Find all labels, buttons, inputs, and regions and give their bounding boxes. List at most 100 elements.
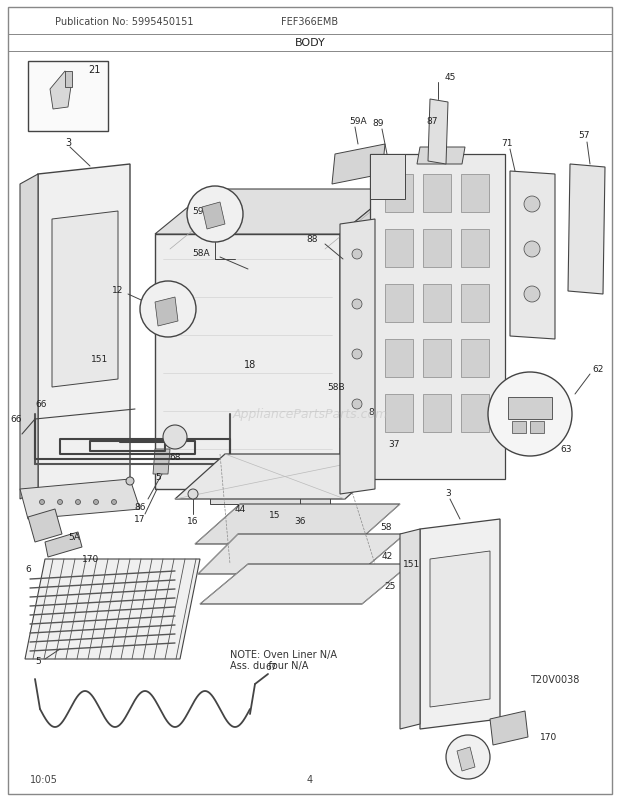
- Text: 58A: 58A: [192, 248, 210, 257]
- Text: 86: 86: [135, 503, 146, 512]
- Polygon shape: [430, 551, 490, 707]
- Text: 58B: 58B: [327, 383, 345, 392]
- Bar: [461, 395, 489, 432]
- Bar: [461, 229, 489, 268]
- Text: 37: 37: [388, 440, 399, 449]
- Circle shape: [140, 282, 196, 338]
- Circle shape: [352, 350, 362, 359]
- Text: 63: 63: [560, 445, 572, 454]
- Polygon shape: [45, 533, 82, 557]
- Text: AppliancePartsParts.com: AppliancePartsParts.com: [232, 408, 388, 421]
- Circle shape: [188, 489, 198, 500]
- Text: 16: 16: [187, 516, 199, 526]
- Circle shape: [76, 500, 81, 505]
- Polygon shape: [25, 559, 200, 659]
- Text: 1: 1: [510, 390, 516, 399]
- Bar: [508, 398, 552, 419]
- Text: 170: 170: [540, 732, 557, 742]
- Text: 6: 6: [25, 565, 31, 573]
- Polygon shape: [370, 155, 505, 480]
- Polygon shape: [202, 203, 225, 229]
- Polygon shape: [38, 164, 130, 500]
- Circle shape: [94, 500, 99, 505]
- Circle shape: [112, 500, 117, 505]
- Text: 5: 5: [155, 473, 161, 482]
- Bar: [512, 422, 526, 433]
- Polygon shape: [332, 145, 385, 184]
- Text: Publication No: 5995450151: Publication No: 5995450151: [55, 17, 193, 27]
- Circle shape: [524, 241, 540, 257]
- Circle shape: [352, 300, 362, 310]
- Bar: [461, 175, 489, 213]
- Text: 42: 42: [382, 552, 393, 561]
- Polygon shape: [420, 520, 500, 729]
- Polygon shape: [210, 190, 395, 444]
- Text: 36: 36: [294, 516, 306, 526]
- Polygon shape: [568, 164, 605, 294]
- Text: NOTE: Oven Liner N/A: NOTE: Oven Liner N/A: [230, 649, 337, 659]
- Circle shape: [524, 286, 540, 302]
- Bar: [423, 175, 451, 213]
- Polygon shape: [155, 235, 340, 489]
- Bar: [423, 285, 451, 322]
- Text: 3: 3: [65, 138, 71, 148]
- Circle shape: [352, 249, 362, 260]
- Polygon shape: [457, 747, 475, 771]
- Bar: [385, 285, 413, 322]
- Polygon shape: [340, 220, 375, 494]
- Polygon shape: [198, 534, 405, 574]
- Text: 15: 15: [269, 511, 281, 520]
- Polygon shape: [155, 190, 395, 235]
- Polygon shape: [210, 489, 330, 504]
- Polygon shape: [52, 212, 118, 387]
- Bar: [370, 155, 405, 200]
- Text: 5A: 5A: [463, 752, 474, 762]
- Polygon shape: [490, 711, 528, 745]
- Bar: [461, 285, 489, 322]
- Text: 45: 45: [445, 74, 456, 83]
- Text: 12: 12: [112, 286, 123, 295]
- Text: 10:05: 10:05: [30, 774, 58, 784]
- Polygon shape: [20, 480, 140, 520]
- Text: 87: 87: [427, 116, 438, 125]
- Circle shape: [352, 399, 362, 410]
- Bar: [385, 339, 413, 378]
- Text: 59A: 59A: [349, 117, 367, 127]
- Text: 66: 66: [35, 400, 46, 409]
- Bar: [530, 422, 544, 433]
- Text: 44: 44: [234, 505, 246, 514]
- Circle shape: [187, 187, 243, 243]
- Text: 89: 89: [372, 119, 384, 128]
- Polygon shape: [65, 72, 72, 88]
- Text: 170: 170: [82, 555, 99, 564]
- Bar: [385, 175, 413, 213]
- Polygon shape: [20, 175, 38, 500]
- Text: 21: 21: [88, 65, 100, 75]
- Polygon shape: [510, 172, 555, 339]
- Text: 151: 151: [91, 355, 108, 364]
- Polygon shape: [417, 148, 465, 164]
- Polygon shape: [153, 449, 170, 475]
- Circle shape: [446, 735, 490, 779]
- Text: 151: 151: [404, 560, 420, 569]
- Polygon shape: [195, 504, 400, 545]
- Text: 71: 71: [501, 138, 513, 148]
- Text: 88: 88: [306, 235, 318, 244]
- Text: 18: 18: [244, 359, 256, 370]
- Bar: [28, 62, 108, 132]
- Text: 66: 66: [11, 415, 22, 424]
- Circle shape: [524, 196, 540, 213]
- Bar: [423, 339, 451, 378]
- Text: FEF366EMB: FEF366EMB: [281, 17, 339, 27]
- Bar: [461, 339, 489, 378]
- Polygon shape: [50, 72, 72, 110]
- Text: 5: 5: [35, 657, 41, 666]
- Circle shape: [488, 373, 572, 456]
- Bar: [423, 395, 451, 432]
- Text: 59B: 59B: [192, 206, 210, 215]
- Polygon shape: [340, 190, 395, 489]
- Text: 25: 25: [384, 581, 396, 591]
- Text: 58: 58: [380, 523, 391, 532]
- Text: 3: 3: [445, 489, 451, 498]
- Text: 8: 8: [368, 408, 374, 417]
